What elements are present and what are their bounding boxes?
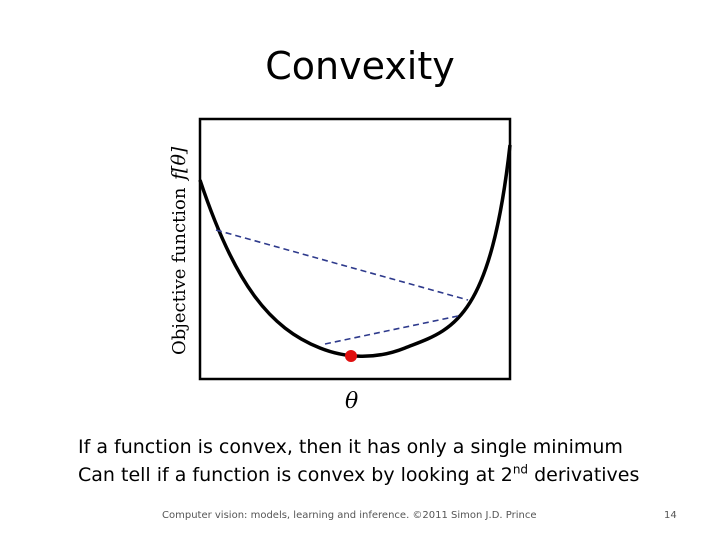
chord-lower [324, 315, 459, 345]
footer: Computer vision: models, learning and in… [0, 508, 720, 528]
bullet-second-derivatives-text: Can tell if a function is convex by look… [78, 464, 513, 486]
minimum-point [345, 350, 357, 362]
footer-credit: Computer vision: models, learning and in… [162, 510, 537, 521]
ordinal-superscript: nd [512, 462, 529, 477]
slide-title: Convexity [265, 44, 455, 88]
page-number: 14 [664, 510, 677, 521]
bullet-list: If a function is convex, then it has onl… [78, 433, 698, 489]
bullet-second-derivatives: Can tell if a function is convex by look… [78, 461, 698, 489]
bullet-second-derivatives-suffix: derivatives [528, 464, 640, 486]
bullet-single-minimum: If a function is convex, then it has onl… [78, 436, 623, 458]
chord-upper [215, 229, 469, 301]
y-axis-label: Objective function [169, 187, 190, 355]
objective-curve [198, 144, 512, 358]
convexity-plot: Objective function f[θ] θ [168, 117, 512, 414]
x-axis-symbol: θ [345, 389, 358, 414]
plot-frame [198, 117, 512, 381]
y-axis-symbol: f[θ] [168, 146, 190, 182]
convexity-figure: Objective function f[θ] θ [160, 110, 530, 420]
